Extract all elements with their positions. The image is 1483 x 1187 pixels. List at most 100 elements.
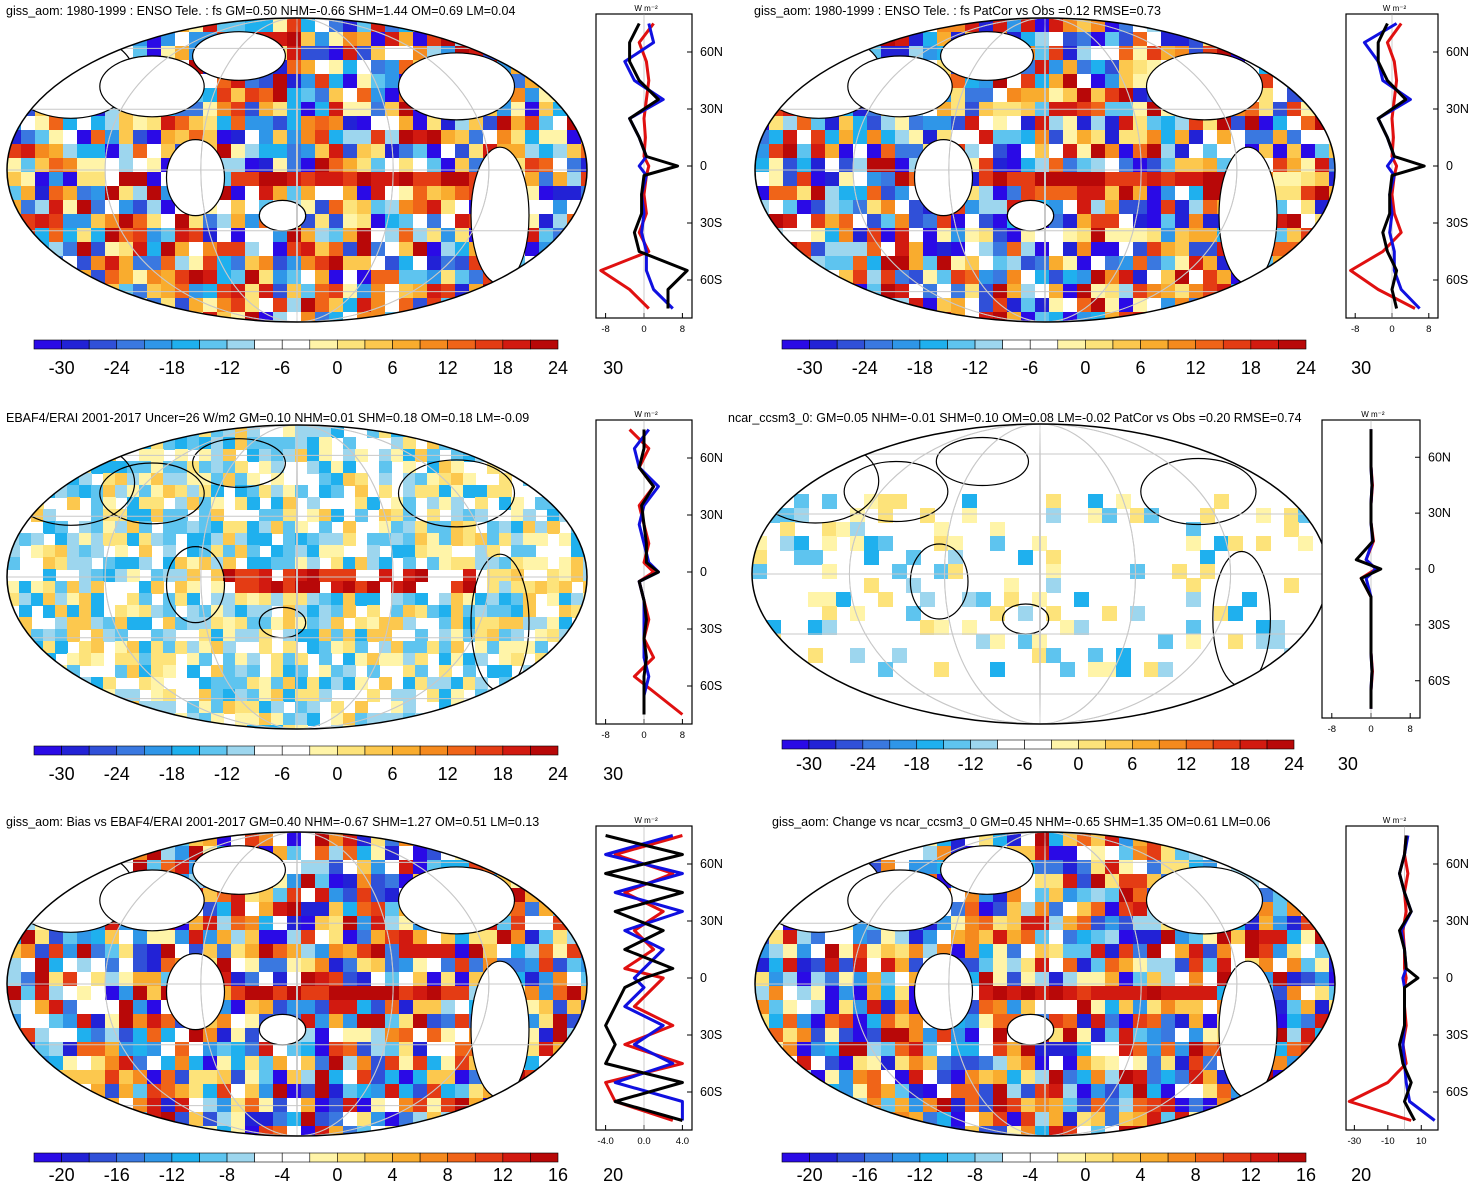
zonal-ytick-label: 60S (1446, 273, 1468, 287)
colorbar-label: 18 (1230, 754, 1250, 774)
continent-outline (258, 1013, 307, 1046)
colorbar-swatch (943, 739, 971, 750)
continent-outline (99, 55, 205, 118)
colorbar-swatch (530, 1152, 559, 1163)
continent-outline (1006, 1013, 1055, 1046)
colorbar-swatch (116, 745, 145, 756)
continent-outline (99, 869, 205, 932)
colorbar-label: -30 (49, 358, 75, 378)
colorbar-swatch (1085, 1152, 1114, 1163)
colorbar-swatch (997, 739, 1025, 750)
zonal-mean-plot: W m⁻² -8 0 8 60N 30N 0 30S 60S (1321, 410, 1451, 735)
continent-outline (913, 139, 974, 217)
colorbar-swatch (1140, 339, 1169, 350)
colorbar-swatch (199, 745, 228, 756)
colorbar-label: -24 (852, 358, 878, 378)
colorbar-label: 4 (388, 1165, 398, 1185)
colorbar-swatch (974, 339, 1003, 350)
zonal-ytick-label: 60S (1446, 1085, 1468, 1099)
map-field (752, 424, 1328, 724)
colorbar-label: -24 (104, 358, 130, 378)
colorbar-swatch (309, 1152, 338, 1163)
map-border (754, 17, 1336, 323)
colorbar-swatch (337, 1152, 366, 1163)
colorbar-swatch (781, 1152, 810, 1163)
colorbar-label: -18 (159, 358, 185, 378)
zonal-series-obs (1362, 22, 1421, 310)
zonal-units-label: W m⁻² (634, 4, 658, 13)
colorbar-swatch (447, 339, 476, 350)
zonal-xtick-label: 8 (680, 324, 685, 335)
colorbar-swatch (419, 1152, 448, 1163)
zonal-ytick-label: 0 (700, 565, 707, 579)
colorbar-swatch (809, 1152, 838, 1163)
colorbar-label: 8 (1191, 1165, 1201, 1185)
colorbar-swatch (392, 745, 421, 756)
colorbar-swatch (88, 745, 118, 756)
colorbar-label: 24 (548, 358, 568, 378)
colorbar: -30 -24 -18 -12 -6 0 6 12 18 24 30 (781, 739, 1358, 774)
colorbar-label: -18 (907, 358, 933, 378)
colorbar-swatch (116, 339, 145, 350)
colorbar-swatch (474, 1152, 504, 1163)
continent-outline (847, 55, 953, 118)
zonal-ytick-label: 60S (1428, 674, 1450, 688)
zonal-ytick-label: 30N (700, 914, 723, 928)
colorbar-swatch (919, 339, 948, 350)
zonal-mean-plot: W m⁻² -8 0 8 60N 30N 0 30S 60S (1345, 4, 1469, 335)
zonal-xtick-label: 8 (1408, 724, 1413, 735)
colorbar-label: 0 (332, 1165, 342, 1185)
zonal-ytick-label: 30N (1446, 914, 1469, 928)
colorbar-label: -12 (159, 1165, 185, 1185)
colorbar: -20 -16 -12 -8 -4 0 4 8 12 16 20 (33, 1152, 623, 1185)
colorbar-label: 4 (1136, 1165, 1146, 1185)
colorbar-swatch (171, 339, 200, 350)
zonal-ytick-label: 60S (700, 273, 722, 287)
zonal-xtick-label: 8 (680, 730, 685, 741)
zonal-series-diff (604, 834, 684, 1122)
continent-outline (1145, 52, 1264, 121)
panel-title: giss_aom: 1980-1999 : ENSO Tele. : fs Pa… (754, 4, 1161, 18)
zonal-xtick-label: -8 (1351, 324, 1359, 335)
colorbar-swatch (1078, 739, 1106, 750)
colorbar-swatch (364, 1152, 393, 1163)
colorbar-swatch (33, 1152, 62, 1163)
colorbar-label: 12 (438, 358, 458, 378)
colorbar-swatch (474, 339, 504, 350)
colorbar-swatch (1002, 339, 1031, 350)
colorbar-swatch (337, 745, 366, 756)
graticule-meridian (852, 832, 1238, 1136)
colorbar-swatch (530, 339, 559, 350)
continent-outline (192, 438, 287, 488)
colorbar-label: -20 (49, 1165, 75, 1185)
zonal-ytick-label: 60N (1446, 45, 1469, 59)
colorbar: -30 -24 -18 -12 -6 0 6 12 18 24 30 (33, 339, 623, 378)
colorbar-swatch (1195, 339, 1224, 350)
graticule-meridian (848, 424, 1232, 724)
colorbar-swatch (199, 339, 228, 350)
graticule-meridian (200, 425, 394, 729)
zonal-units-label: W m⁻² (1361, 410, 1385, 419)
colorbar-label: 6 (1136, 358, 1146, 378)
panel-title: giss_aom: Bias vs EBAF4/ERAI 2001-2017 G… (6, 815, 540, 829)
colorbar-swatch (1132, 739, 1160, 750)
graticule-meridian (852, 18, 1238, 322)
zonal-xtick-label: 0.0 (637, 1136, 650, 1147)
graticule-meridian (104, 18, 490, 322)
colorbar-label: -16 (852, 1165, 878, 1185)
graticule-meridian (948, 18, 1142, 322)
colorbar-swatch (1212, 739, 1241, 750)
continent-outline (1145, 866, 1264, 935)
colorbar-label: -6 (1022, 358, 1038, 378)
zonal-ytick-label: 30N (700, 508, 723, 522)
colorbar-swatch (171, 745, 200, 756)
zonal-ytick-label: 0 (1446, 159, 1453, 173)
colorbar-label: 30 (1351, 358, 1371, 378)
colorbar-swatch (61, 745, 90, 756)
zonal-xtick-label: -10 (1381, 1136, 1395, 1147)
zonal-mean-plot: W m⁻² -4.0 0.0 4.0 60N 30N 0 30S 60S (595, 816, 723, 1147)
zonal-ytick-label: 30N (700, 102, 723, 116)
zonal-ytick-label: 30N (1446, 102, 1469, 116)
colorbar-swatch (226, 339, 255, 350)
colorbar-label: -12 (907, 1165, 933, 1185)
